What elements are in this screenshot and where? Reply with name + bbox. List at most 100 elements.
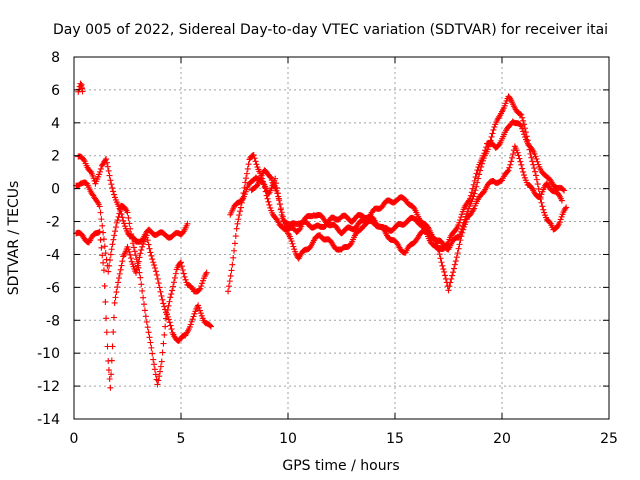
data-point [166,319,173,326]
data-point [560,186,567,193]
data-point [481,150,488,157]
data-point [118,262,125,269]
data-point [483,144,490,151]
data-point [130,244,137,251]
data-point [242,179,249,186]
data-point [108,181,115,188]
data-point [469,185,476,192]
y-tick-label: -2 [46,215,60,231]
data-point [251,155,258,162]
data-point [457,217,464,224]
data-point [466,195,473,202]
data-point [115,213,122,220]
data-point [156,284,163,291]
y-tick-label: 2 [51,149,60,165]
data-point [538,191,545,198]
data-point [307,244,314,251]
data-point [236,212,243,219]
data-point [447,279,454,286]
data-point [158,292,165,299]
data-point [149,256,156,263]
data-point [125,214,132,221]
data-point [520,117,527,124]
x-tick-label: 5 [177,431,186,447]
data-point [521,172,528,179]
data-point [264,195,271,202]
data-point [115,279,122,286]
data-point [463,216,470,223]
data-point [546,219,553,226]
data-point [97,236,104,243]
data-point [528,145,535,152]
data-point [106,376,113,383]
data-point [448,275,455,282]
data-point [441,268,448,275]
data-point [515,152,522,159]
data-point [167,294,174,301]
data-point [468,189,475,196]
data-point [159,296,166,303]
data-point [532,172,539,179]
data-point [145,329,152,336]
data-point [243,175,250,182]
data-point [80,156,87,163]
data-point [446,283,453,290]
data-point [143,232,150,239]
data-point [96,168,103,175]
y-axis-label: SDTVAR / TECUs [6,181,22,296]
data-point [167,322,174,329]
data-point [272,175,279,182]
data-point [225,283,232,290]
data-point [289,240,296,247]
data-point [458,211,465,218]
data-point [169,287,176,294]
data-points [73,80,570,391]
data-point [530,161,537,168]
data-point [108,246,115,253]
data-point [480,152,487,159]
data-point [112,224,119,231]
data-point [480,189,487,196]
data-point [112,294,119,301]
data-point [103,156,110,163]
data-point [528,154,535,161]
series-trace-b [73,179,210,388]
data-point [278,209,285,216]
data-point [154,275,161,282]
data-point [116,270,123,277]
data-point [146,334,153,341]
plot-frame [73,56,610,420]
y-tick-label: -6 [46,280,60,296]
data-point [111,191,118,198]
data-point [456,241,463,248]
data-point [110,314,117,321]
data-point [519,165,526,172]
data-point [290,243,297,250]
data-point [458,233,465,240]
data-point [151,366,158,373]
data-point [288,238,295,245]
data-point [132,252,139,259]
data-point [489,130,496,137]
data-point [506,164,513,171]
data-point [102,250,109,257]
x-tick-label: 25 [600,431,618,447]
data-point [161,303,168,310]
data-point [197,285,204,292]
data-point [154,381,161,388]
y-tick-label: 4 [51,116,60,132]
data-point [277,201,284,208]
data-point [112,228,119,235]
chart-title: Day 005 of 2022, Sidereal Day-to-day VTE… [53,22,608,38]
data-point [227,272,234,279]
data-point [471,190,478,197]
x-tick-label: 10 [279,431,297,447]
data-point [139,243,146,250]
data-point [101,243,108,250]
data-point [125,246,132,253]
data-point [438,259,445,266]
data-point [252,158,259,165]
data-point [127,225,134,232]
data-point [184,220,191,227]
data-point [151,262,158,269]
